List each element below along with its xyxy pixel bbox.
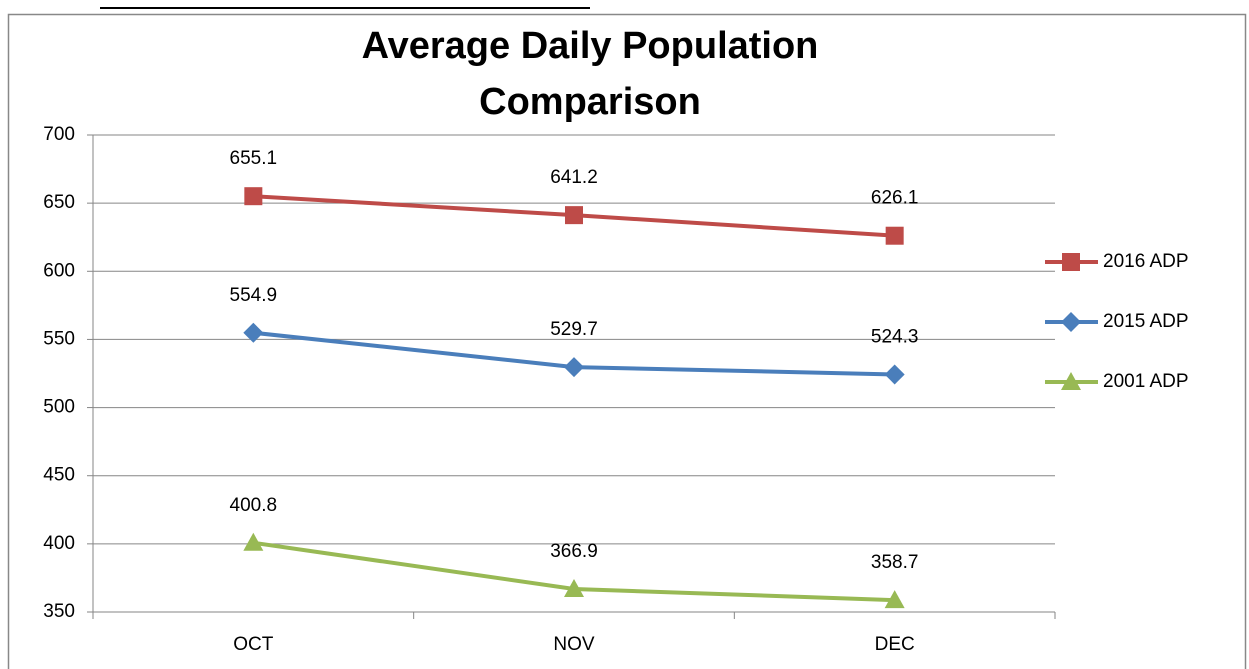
data-label: 524.3 bbox=[871, 326, 919, 347]
y-tick-label: 450 bbox=[43, 465, 75, 486]
legend-marker bbox=[1062, 253, 1080, 271]
y-tick-label: 550 bbox=[43, 328, 75, 349]
marker bbox=[243, 532, 264, 551]
y-tick-label: 650 bbox=[43, 192, 75, 213]
y-tick-label: 700 bbox=[43, 124, 75, 145]
data-label: 529.7 bbox=[550, 319, 598, 340]
x-tick-label: NOV bbox=[553, 634, 595, 655]
data-label: 655.1 bbox=[230, 148, 278, 169]
y-tick-label: 400 bbox=[43, 533, 75, 554]
chart-border bbox=[7, 13, 1247, 669]
y-tick-label: 500 bbox=[43, 397, 75, 418]
data-label: 554.9 bbox=[230, 285, 278, 306]
data-label: 366.9 bbox=[550, 541, 598, 562]
x-tick-label: DEC bbox=[875, 634, 915, 655]
data-label: 358.7 bbox=[871, 552, 919, 573]
marker bbox=[564, 357, 584, 378]
marker bbox=[564, 578, 584, 597]
legend-label: 2001 ADP bbox=[1103, 371, 1189, 392]
legend-label: 2016 ADP bbox=[1103, 251, 1189, 272]
legend-marker bbox=[1061, 372, 1081, 390]
y-tick-label: 350 bbox=[43, 601, 75, 622]
marker bbox=[884, 364, 905, 385]
marker bbox=[244, 187, 263, 206]
x-tick-label: OCT bbox=[233, 634, 274, 655]
marker bbox=[884, 590, 905, 609]
marker bbox=[885, 226, 904, 245]
y-tick-label: 600 bbox=[43, 260, 75, 281]
marker bbox=[243, 322, 264, 343]
data-label: 641.2 bbox=[550, 167, 598, 188]
chart-title: Average Daily Population Comparison bbox=[361, 25, 819, 123]
legend-marker bbox=[1061, 312, 1081, 332]
legend-label: 2015 ADP bbox=[1103, 311, 1189, 332]
data-label: 626.1 bbox=[871, 188, 919, 209]
marker bbox=[565, 206, 583, 225]
data-label: 400.8 bbox=[230, 495, 278, 516]
